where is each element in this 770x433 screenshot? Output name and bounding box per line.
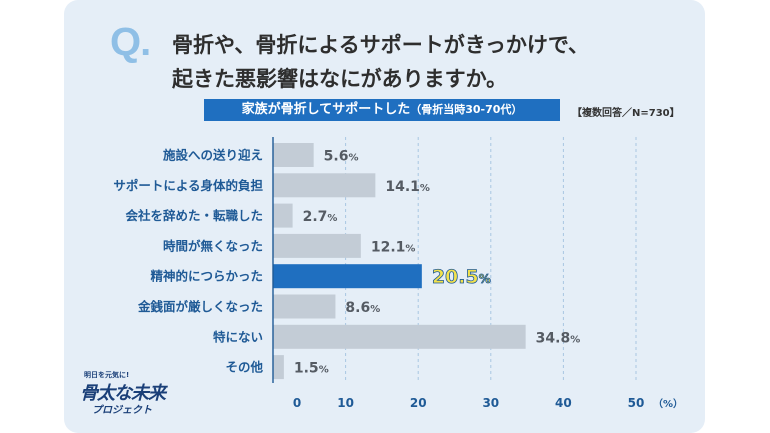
bar-4 bbox=[273, 264, 422, 289]
category-label-3: 時間が無くなった bbox=[163, 238, 263, 253]
category-label-5: 金銭面が厳しくなった bbox=[137, 299, 263, 314]
value-label-0: 5.6% bbox=[324, 149, 359, 165]
logo-tagline: 明日を元気に! bbox=[84, 371, 130, 379]
value-label-6: 34.8% bbox=[536, 330, 581, 346]
category-label-1: サポートによる身体的負担 bbox=[113, 178, 263, 193]
x-tick-0: 0 bbox=[293, 396, 301, 410]
bar-2 bbox=[273, 203, 293, 228]
x-tick-20: 20 bbox=[410, 396, 427, 410]
bar-1 bbox=[273, 173, 376, 198]
category-label-2: 会社を辞めた・転職した bbox=[125, 208, 263, 223]
value-label-5: 8.6% bbox=[345, 300, 380, 316]
bar-3 bbox=[273, 233, 361, 258]
logo-subtitle: プロジェクト bbox=[92, 405, 152, 416]
question-line-1: 骨折や、骨折によるサポートがきっかけで、 bbox=[172, 33, 590, 57]
category-label-6: 特にない bbox=[213, 329, 263, 344]
banner-main-text: 家族が骨折してサポートした bbox=[241, 102, 411, 117]
survey-card bbox=[64, 0, 705, 433]
x-tick-40: 40 bbox=[555, 396, 572, 410]
category-label-7: その他 bbox=[225, 360, 263, 375]
category-label-0: 施設への送り迎え bbox=[163, 148, 263, 163]
value-label-3: 12.1% bbox=[371, 239, 416, 255]
x-tick-10: 10 bbox=[337, 396, 354, 410]
question-text: 骨折や、骨折によるサポートがきっかけで、 起きた悪影響はなにがありますか。 bbox=[172, 28, 589, 96]
question-mark: Q. bbox=[110, 20, 151, 64]
value-label-4: 20.5% bbox=[432, 266, 491, 288]
logo-title: 骨太な未来 bbox=[80, 383, 166, 404]
value-label-2: 2.7% bbox=[303, 209, 338, 225]
value-label-7: 1.5% bbox=[294, 361, 329, 377]
bar-6 bbox=[273, 324, 526, 349]
bar-0 bbox=[273, 143, 314, 167]
x-tick-30: 30 bbox=[482, 396, 499, 410]
question-line-2: 起きた悪影響はなにがありますか。 bbox=[172, 67, 508, 91]
bar-5 bbox=[273, 294, 336, 319]
x-unit-label: （%） bbox=[653, 397, 683, 410]
banner-sub-text: （骨折当時30-70代） bbox=[410, 103, 523, 116]
respondent-banner: 家族が骨折してサポートした（骨折当時30-70代） bbox=[204, 99, 560, 121]
category-label-4: 精神的につらかった bbox=[150, 269, 263, 284]
x-tick-50: 50 bbox=[628, 396, 645, 410]
sample-note: 【複数回答／N=730】 bbox=[572, 108, 680, 119]
project-logo: 明日を元気に! 骨太な未来 プロジェクト bbox=[80, 370, 172, 420]
value-label-1: 14.1% bbox=[385, 179, 430, 195]
bar-7 bbox=[273, 355, 284, 380]
